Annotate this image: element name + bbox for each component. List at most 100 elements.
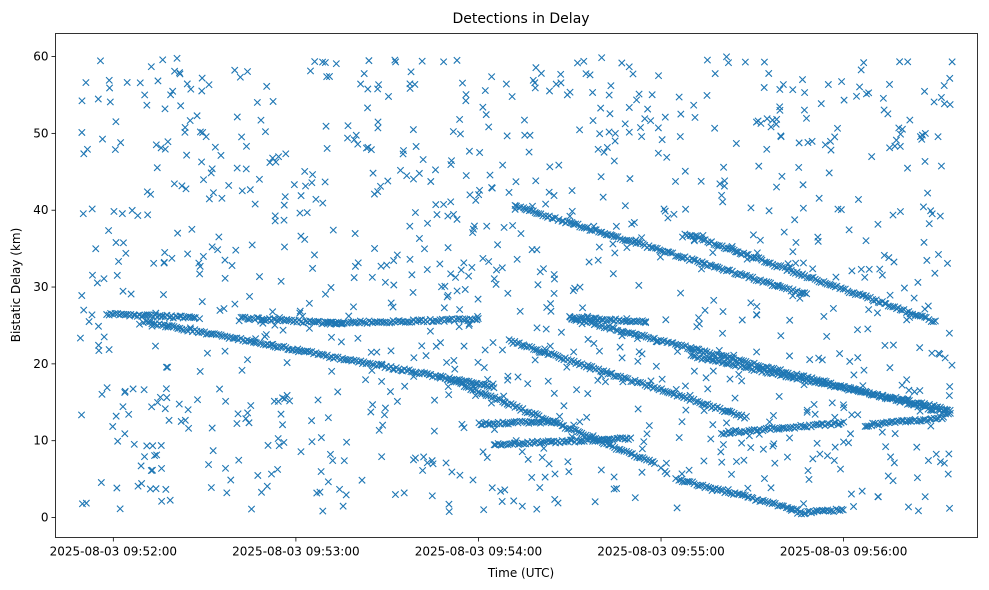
data-point — [406, 255, 414, 263]
data-point — [490, 441, 498, 449]
data-point — [314, 396, 322, 404]
data-point — [869, 419, 877, 427]
data-point — [198, 328, 206, 336]
data-point — [367, 348, 375, 356]
data-point — [162, 485, 170, 493]
data-point — [78, 97, 86, 105]
data-point — [286, 397, 294, 405]
data-point — [932, 415, 940, 423]
data-point — [306, 317, 314, 325]
data-point — [885, 254, 893, 262]
data-point — [815, 194, 823, 202]
data-point — [722, 487, 731, 496]
data-point — [621, 120, 629, 128]
data-point — [383, 261, 391, 269]
data-point — [462, 97, 470, 105]
data-point — [600, 148, 608, 156]
data-point — [365, 57, 373, 65]
data-point — [410, 354, 418, 362]
data-point — [162, 363, 171, 371]
data-point — [554, 499, 562, 507]
data-point — [914, 507, 923, 515]
data-point — [742, 251, 751, 259]
data-point — [936, 212, 944, 220]
data-point — [261, 128, 270, 136]
data-point — [612, 232, 620, 241]
chart-title: Detections in Delay — [452, 11, 589, 27]
data-point — [808, 137, 816, 145]
data-point — [187, 85, 195, 93]
data-point — [638, 445, 646, 453]
data-point — [488, 184, 496, 192]
data-point — [223, 489, 231, 497]
data-point — [392, 58, 400, 66]
data-point — [778, 371, 786, 379]
data-point — [838, 505, 846, 513]
data-point — [545, 87, 554, 95]
data-point — [905, 386, 913, 394]
data-point — [805, 475, 813, 484]
data-point — [727, 470, 736, 478]
data-point — [481, 346, 489, 354]
data-point — [815, 354, 823, 362]
data-point — [247, 315, 255, 323]
data-point — [468, 263, 476, 272]
data-point — [500, 223, 508, 232]
data-point — [114, 257, 123, 266]
data-point — [157, 144, 165, 152]
data-point — [195, 315, 204, 323]
data-point — [386, 388, 395, 396]
data-point — [645, 421, 653, 430]
data-point — [222, 397, 230, 405]
data-point — [605, 128, 613, 136]
data-point — [594, 376, 602, 384]
data-point — [176, 70, 184, 78]
data-point — [705, 239, 713, 247]
data-point — [648, 91, 656, 99]
data-point — [456, 130, 465, 138]
data-point — [792, 423, 801, 431]
data-point — [486, 171, 494, 179]
data-point — [750, 275, 758, 284]
data-point — [820, 312, 828, 321]
data-point — [552, 80, 560, 88]
data-point — [603, 143, 611, 152]
data-point — [152, 485, 160, 493]
data-point — [218, 194, 226, 202]
data-point — [323, 144, 331, 153]
data-point — [584, 223, 592, 231]
data-point — [518, 448, 526, 456]
data-point — [297, 192, 305, 200]
data-point — [840, 418, 848, 426]
data-point — [638, 331, 646, 339]
data-point — [436, 316, 444, 324]
data-point — [342, 438, 351, 446]
data-point — [724, 407, 732, 415]
data-point — [760, 425, 768, 433]
data-point — [78, 291, 86, 300]
data-point — [376, 182, 385, 190]
data-point — [498, 497, 506, 506]
data-point — [927, 207, 935, 215]
data-point — [183, 151, 191, 159]
data-point — [490, 384, 498, 392]
data-point — [255, 273, 264, 281]
data-point — [351, 229, 359, 238]
data-point — [625, 63, 633, 71]
data-point — [129, 385, 137, 393]
data-point — [621, 202, 629, 210]
data-point — [714, 485, 723, 493]
data-point — [297, 232, 305, 240]
data-point — [140, 453, 149, 461]
data-point — [886, 291, 894, 299]
data-point — [945, 450, 953, 458]
data-point — [328, 367, 336, 375]
data-point — [792, 259, 800, 267]
data-point — [502, 420, 510, 428]
data-point — [436, 339, 445, 347]
data-point — [923, 256, 931, 264]
data-point — [296, 346, 304, 354]
data-point — [550, 389, 558, 397]
data-point — [757, 119, 765, 128]
data-point — [625, 103, 633, 112]
